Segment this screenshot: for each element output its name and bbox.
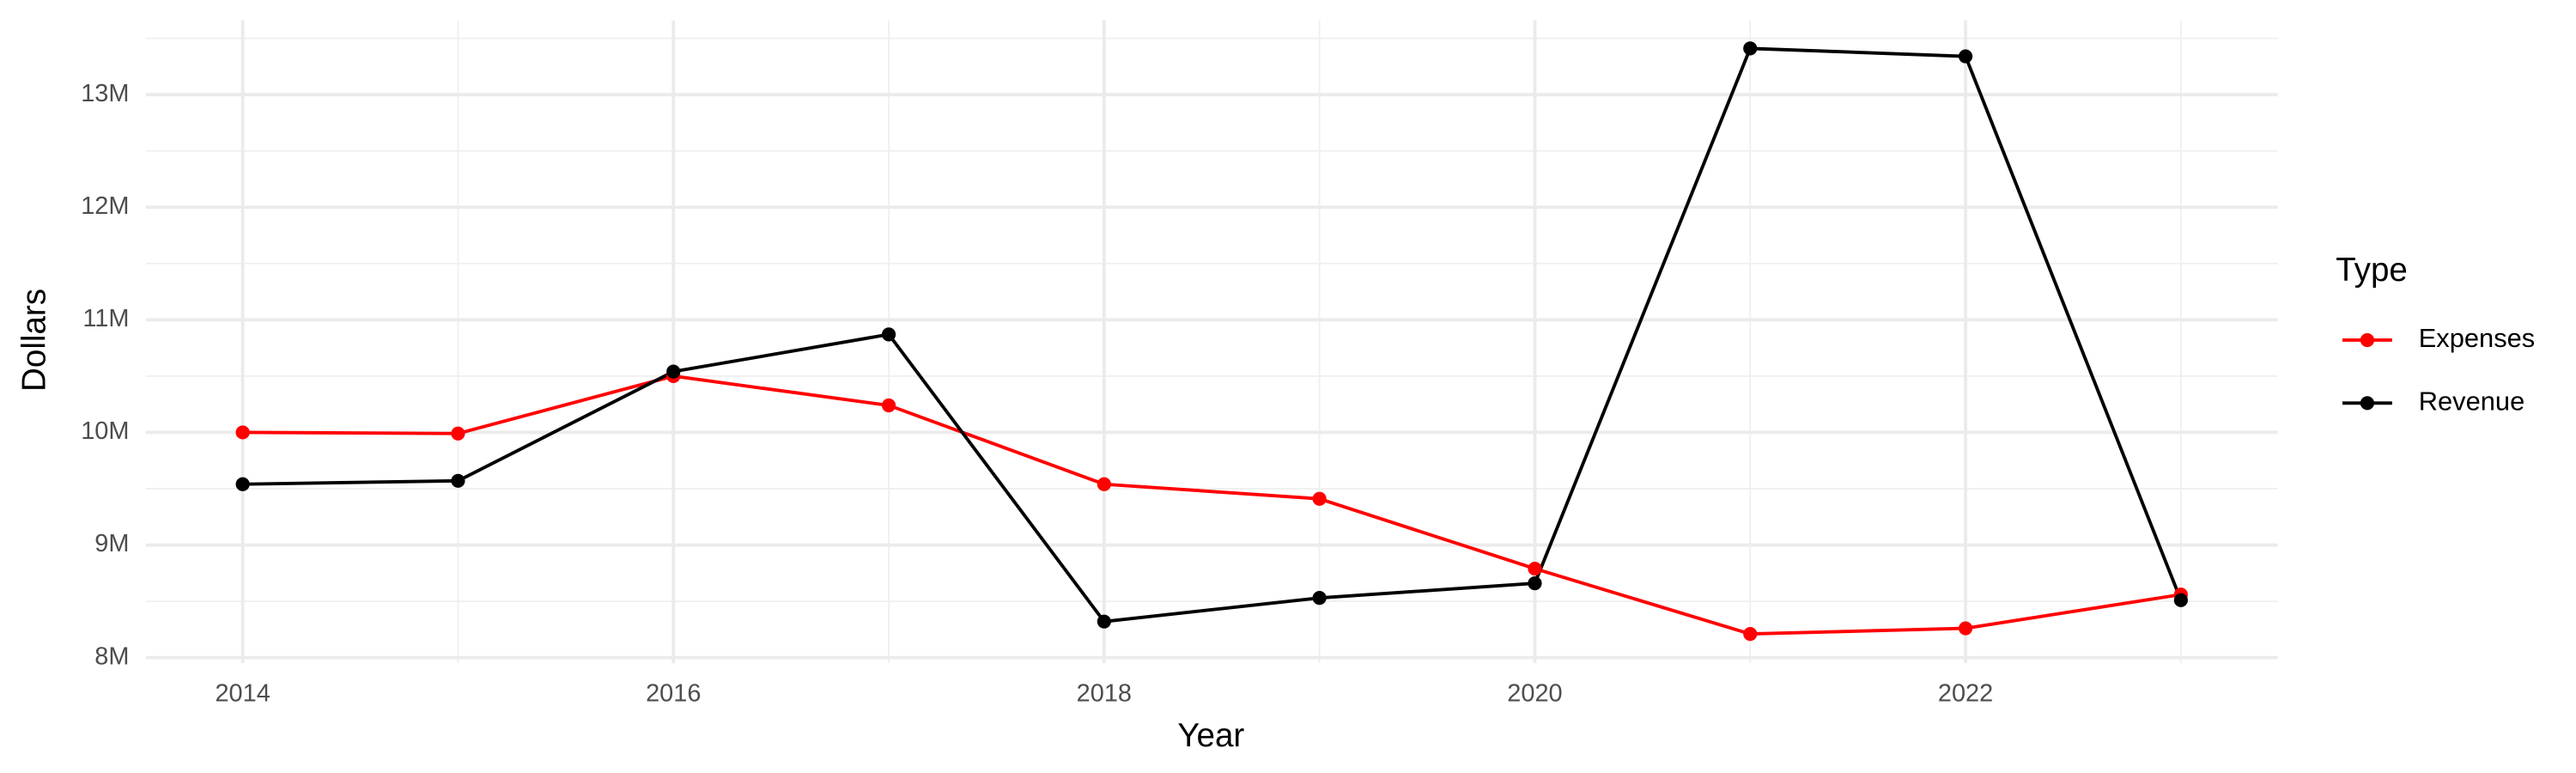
y-tick-label: 11M — [82, 305, 129, 332]
series-line — [242, 46, 2183, 624]
data-point — [235, 477, 250, 491]
data-point — [1528, 576, 1542, 591]
y-tick-label: 13M — [81, 80, 129, 107]
x-tick-label: 2020 — [1507, 679, 1562, 707]
data-point — [1743, 41, 1758, 56]
data-point — [1312, 591, 1327, 606]
data-point — [235, 425, 250, 440]
data-point — [881, 398, 896, 413]
x-tick-label: 2022 — [1938, 679, 1993, 707]
y-tick-label: 8M — [94, 642, 129, 670]
data-point — [1958, 49, 1973, 64]
legend-label: Expenses — [2419, 323, 2536, 353]
series-line — [242, 374, 2182, 636]
grid — [145, 20, 2278, 664]
legend-title: Type — [2336, 252, 2408, 289]
y-tick-label: 12M — [81, 192, 129, 220]
data-point — [2173, 593, 2188, 607]
data-point — [1097, 614, 1111, 629]
data-point — [451, 426, 465, 441]
legend-key-point — [2360, 332, 2375, 348]
y-tick-label: 9M — [94, 530, 129, 557]
x-tick-label: 2016 — [646, 679, 701, 707]
data-point — [881, 327, 896, 342]
x-tick-label: 2014 — [215, 679, 270, 707]
x-axis-title: Year — [1177, 717, 1244, 754]
data-point — [1743, 626, 1758, 642]
data-point — [666, 364, 681, 379]
data-point — [1312, 491, 1327, 506]
data-point — [1097, 477, 1111, 491]
x-tick-label: 2018 — [1077, 679, 1132, 707]
data-point — [1958, 621, 1973, 636]
data-point — [1528, 561, 1542, 576]
y-axis-title: Dollars — [16, 289, 53, 392]
y-tick-label: 10M — [81, 417, 129, 445]
legend-label: Revenue — [2419, 386, 2525, 416]
legend-key-point — [2360, 396, 2375, 411]
data-point — [451, 473, 465, 488]
